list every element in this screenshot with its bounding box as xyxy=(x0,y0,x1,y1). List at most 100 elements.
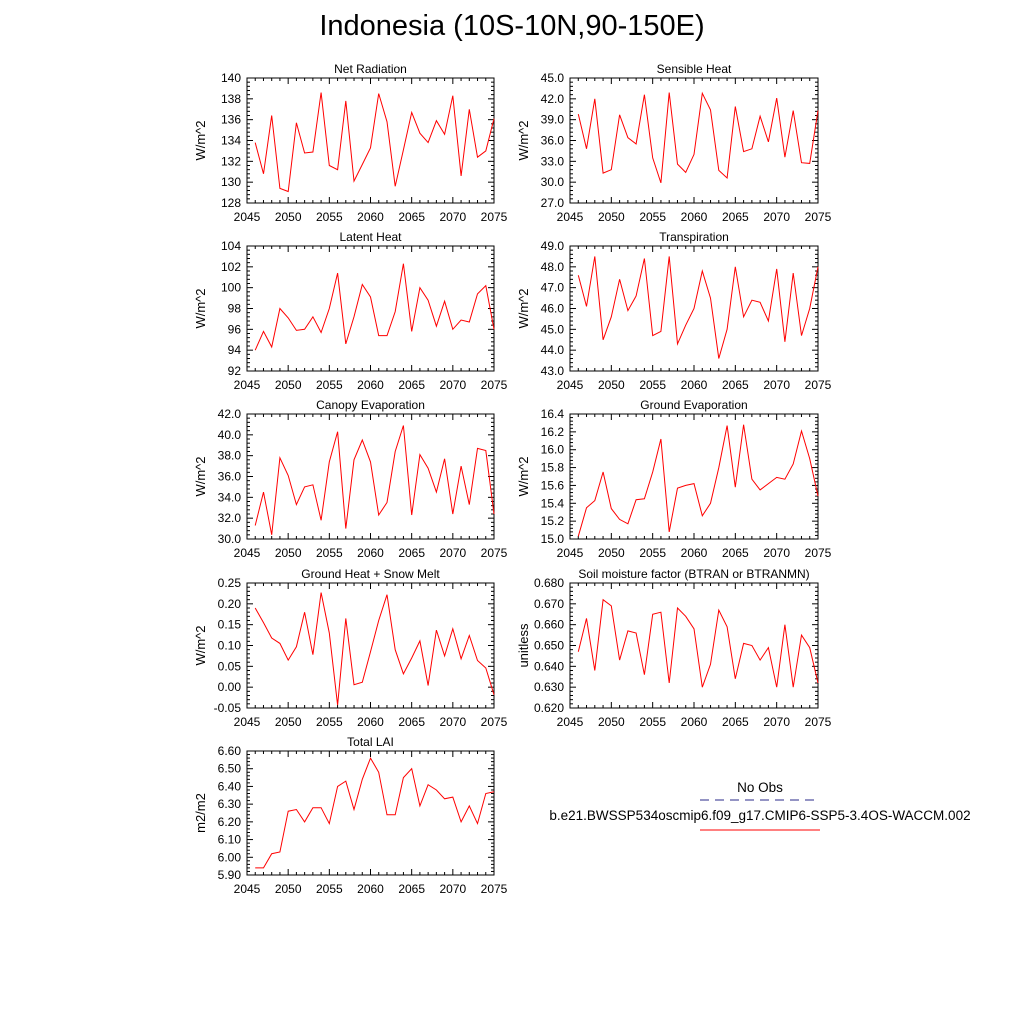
x-tick-label: 2070 xyxy=(439,715,466,729)
y-tick-label: 30.0 xyxy=(541,175,565,189)
y-tick-label: 132 xyxy=(221,154,241,168)
y-tick-label: 0.620 xyxy=(534,701,564,715)
y-axis-label: m2/m2 xyxy=(193,793,208,833)
x-tick-label: 2045 xyxy=(557,546,584,560)
panel-title: Latent Heat xyxy=(339,230,402,244)
y-axis-label: W/m^2 xyxy=(193,625,208,665)
y-tick-label: 16.0 xyxy=(541,443,565,457)
y-tick-label: 0.630 xyxy=(534,680,564,694)
x-tick-label: 2055 xyxy=(316,546,343,560)
series-line xyxy=(254,592,495,706)
y-tick-label: 0.15 xyxy=(218,618,242,632)
x-tick-label: 2060 xyxy=(681,715,708,729)
y-tick-label: 6.30 xyxy=(218,797,242,811)
y-tick-label: 6.00 xyxy=(218,850,242,864)
y-tick-label: 92 xyxy=(228,364,242,378)
y-tick-label: 34.0 xyxy=(218,490,242,504)
x-tick-label: 2075 xyxy=(481,546,508,560)
panel-1: Net Radiation W/m^2 2045 2050 2055 2060 2065 20… xyxy=(193,62,508,224)
y-tick-label: 6.60 xyxy=(218,744,242,758)
x-tick-label: 2070 xyxy=(439,210,466,224)
x-tick-label: 2060 xyxy=(681,210,708,224)
y-tick-label: 44.0 xyxy=(541,343,565,357)
y-axis-label: W/m^2 xyxy=(193,288,208,328)
y-tick-label: 96 xyxy=(228,322,242,336)
y-tick-label: 43.0 xyxy=(541,364,565,378)
y-tick-label: 36.0 xyxy=(218,470,242,484)
y-tick-label: 130 xyxy=(221,175,241,189)
x-tick-label: 2055 xyxy=(316,882,343,896)
legend-model-label: b.e21.BWSSP534oscmip6.f09_g17.CMIP6-SSP5… xyxy=(549,808,970,823)
x-tick-label: 2050 xyxy=(598,546,625,560)
x-tick-label: 2060 xyxy=(357,546,384,560)
x-tick-label: 2070 xyxy=(763,210,790,224)
x-tick-label: 2075 xyxy=(805,715,832,729)
legend: No Obs b.e21.BWSSP534oscmip6.f09_g17.CMI… xyxy=(549,780,971,831)
panel-title: Ground Heat + Snow Melt xyxy=(301,567,440,581)
panel-title: Ground Evaporation xyxy=(640,398,747,412)
plot-frame xyxy=(246,245,495,372)
y-tick-label: 16.2 xyxy=(541,425,565,439)
y-tick-label: 32.0 xyxy=(218,511,242,525)
y-tick-label: 42.0 xyxy=(218,407,242,421)
panel-title: Total LAI xyxy=(347,735,394,749)
y-tick-label: 45.0 xyxy=(541,322,565,336)
y-tick-label: 100 xyxy=(221,281,241,295)
x-tick-label: 2045 xyxy=(557,210,584,224)
y-tick-label: 40.0 xyxy=(218,428,242,442)
x-tick-label: 2050 xyxy=(598,210,625,224)
x-tick-label: 2050 xyxy=(275,546,302,560)
y-tick-label: 15.2 xyxy=(541,514,565,528)
x-tick-label: 2055 xyxy=(316,378,343,392)
y-axis-label: W/m^2 xyxy=(516,288,531,328)
plot-frame xyxy=(246,750,495,876)
x-tick-label: 2060 xyxy=(357,882,384,896)
panel-title: Sensible Heat xyxy=(657,62,732,76)
legend-obs-label: No Obs xyxy=(737,780,783,795)
y-tick-label: 94 xyxy=(228,343,242,357)
panel-4: Transpiration W/m^2 2045 2050 2055 2060 2065 20… xyxy=(516,230,832,392)
x-tick-label: 2065 xyxy=(722,210,749,224)
y-tick-label: 102 xyxy=(221,260,241,274)
x-tick-label: 2055 xyxy=(639,210,666,224)
x-tick-label: 2055 xyxy=(639,378,666,392)
x-tick-label: 2045 xyxy=(557,715,584,729)
y-tick-label: 46.0 xyxy=(541,302,565,316)
x-tick-label: 2050 xyxy=(598,378,625,392)
x-tick-label: 2075 xyxy=(805,378,832,392)
x-tick-label: 2075 xyxy=(481,378,508,392)
plot-frame xyxy=(569,413,819,540)
y-tick-label: 0.650 xyxy=(534,639,564,653)
y-tick-label: 140 xyxy=(221,71,241,85)
panel-title: Net Radiation xyxy=(334,62,407,76)
x-tick-label: 2045 xyxy=(557,378,584,392)
series-line xyxy=(254,263,495,351)
series-line xyxy=(255,756,495,869)
x-tick-label: 2070 xyxy=(763,546,790,560)
y-tick-label: 0.00 xyxy=(218,680,242,694)
panel-7: Ground Heat + Snow Melt W/m^2 2045 2050 2055… xyxy=(193,567,508,729)
x-tick-label: 2055 xyxy=(316,715,343,729)
x-tick-label: 2075 xyxy=(805,210,832,224)
y-tick-label: 104 xyxy=(221,239,241,253)
y-tick-label: 0.10 xyxy=(218,639,242,653)
page-title: Indonesia (10S-10N,90-150E) xyxy=(319,10,705,42)
x-tick-label: 2065 xyxy=(398,210,425,224)
y-tick-label: 6.50 xyxy=(218,762,242,776)
x-tick-label: 2070 xyxy=(439,378,466,392)
y-tick-label: 0.680 xyxy=(534,576,564,590)
y-tick-label: 134 xyxy=(221,134,241,148)
y-tick-label: 48.0 xyxy=(541,260,565,274)
x-tick-label: 2060 xyxy=(357,715,384,729)
y-tick-label: 6.40 xyxy=(218,779,242,793)
panel-5: Canopy Evaporation W/m^2 2045 2050 2055 2060 2… xyxy=(193,398,508,560)
plot-frame xyxy=(569,582,819,709)
x-tick-label: 2075 xyxy=(481,882,508,896)
series-line xyxy=(577,424,819,537)
y-tick-label: 0.670 xyxy=(534,597,564,611)
series-line xyxy=(254,92,495,193)
x-tick-label: 2045 xyxy=(234,715,261,729)
x-tick-label: 2050 xyxy=(598,715,625,729)
y-tick-label: 0.640 xyxy=(534,659,564,673)
x-tick-label: 2060 xyxy=(681,546,708,560)
